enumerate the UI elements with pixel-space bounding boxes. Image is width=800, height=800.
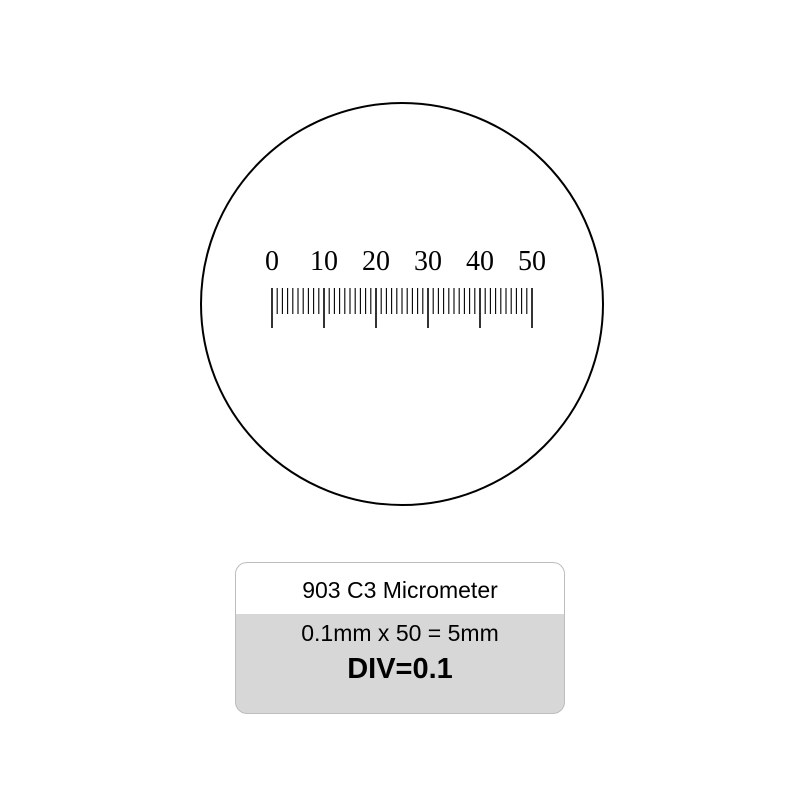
scale-label: 20 bbox=[362, 246, 390, 278]
scale-label: 50 bbox=[518, 246, 546, 278]
scale-label: 0 bbox=[265, 246, 279, 278]
info-box: 903 C3 Micrometer 0.1mm x 50 = 5mm DIV=0… bbox=[235, 562, 565, 714]
scale-label: 40 bbox=[466, 246, 494, 278]
info-dimensions: 0.1mm x 50 = 5mm bbox=[236, 604, 564, 647]
scale-label: 30 bbox=[414, 246, 442, 278]
scale-area: 01020304050 bbox=[272, 246, 532, 328]
micrometer-reticle: 0 10 20 30 40 50 bbox=[200, 102, 604, 506]
info-product-name: 903 C3 Micrometer bbox=[236, 563, 564, 604]
info-div-value: DIV=0.1 bbox=[236, 647, 564, 686]
stage: { "canvas": { "w": 800, "h": 800, "bg": … bbox=[0, 0, 800, 800]
scale-ruler bbox=[271, 288, 533, 330]
scale-labels: 01020304050 bbox=[272, 246, 532, 288]
scale-label: 10 bbox=[310, 246, 338, 278]
reticle-inner: 0 10 20 30 40 50 bbox=[202, 104, 602, 504]
